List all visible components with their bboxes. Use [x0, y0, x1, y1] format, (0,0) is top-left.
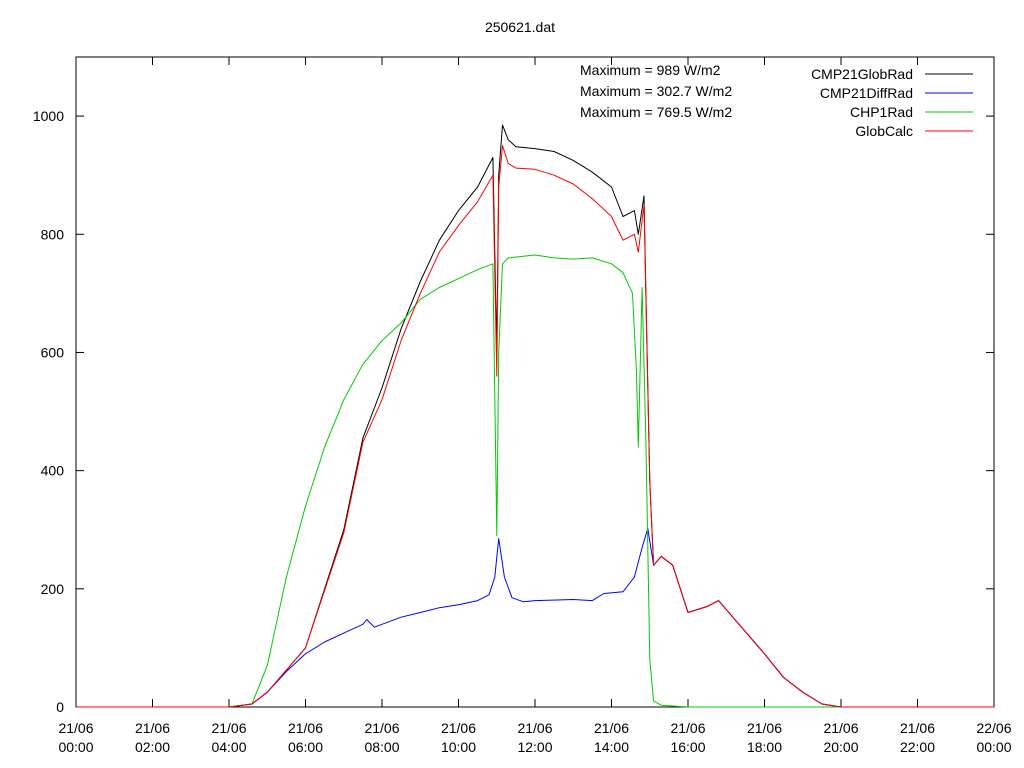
x-tick-date-label: 21/06: [594, 720, 629, 736]
legend-label: CMP21DiffRad: [820, 85, 913, 101]
x-tick-time-label: 12:00: [517, 739, 552, 755]
y-tick-label: 0: [56, 699, 64, 715]
legend-label: GlobCalc: [855, 123, 913, 139]
x-tick-time-label: 16:00: [670, 739, 705, 755]
x-tick-date-label: 21/06: [747, 720, 782, 736]
x-tick-time-label: 00:00: [976, 739, 1011, 755]
x-tick-date-label: 21/06: [58, 720, 93, 736]
legend: CMP21GlobRad CMP21DiffRad CHP1Rad GlobCalc: [811, 66, 973, 139]
chart-title: 250621.dat: [485, 19, 555, 35]
x-tick-time-label: 22:00: [900, 739, 935, 755]
x-tick-time-label: 20:00: [823, 739, 858, 755]
x-tick-date-label: 21/06: [441, 720, 476, 736]
series-line-CMP21GlobRad: [76, 124, 994, 708]
x-tick-date-label: 21/06: [288, 720, 323, 736]
max-annotation: Maximum = 302.7 W/m2: [580, 83, 732, 99]
x-tick-time-label: 02:00: [135, 739, 170, 755]
max-annotation: Maximum = 989 W/m2: [580, 62, 721, 78]
series-line-GlobCalc: [76, 145, 994, 708]
x-tick-time-label: 18:00: [747, 739, 782, 755]
max-annotations: Maximum = 989 W/m2 Maximum = 302.7 W/m2 Ma…: [580, 62, 732, 120]
y-tick-label: 600: [41, 344, 65, 360]
series-line-CHP1Rad: [76, 254, 994, 708]
x-tick-date-label: 21/06: [823, 720, 858, 736]
x-tick-time-label: 04:00: [211, 739, 246, 755]
series-layer: [76, 124, 994, 708]
x-tick-time-label: 10:00: [441, 739, 476, 755]
x-tick-time-label: 08:00: [364, 739, 399, 755]
x-tick-date-label: 21/06: [900, 720, 935, 736]
y-tick-label: 200: [41, 581, 65, 597]
y-tick-label: 800: [41, 226, 65, 242]
x-tick-date-label: 21/06: [211, 720, 246, 736]
x-tick-date-label: 22/06: [976, 720, 1011, 736]
plot-frame: [75, 56, 995, 708]
x-tick-date-label: 21/06: [364, 720, 399, 736]
x-tick-time-label: 14:00: [594, 739, 629, 755]
max-annotation: Maximum = 769.5 W/m2: [580, 104, 732, 120]
x-tick-time-label: 06:00: [288, 739, 323, 755]
legend-label: CHP1Rad: [850, 104, 913, 120]
legend-label: CMP21GlobRad: [811, 66, 913, 82]
series-line-CMP21DiffRad: [76, 528, 994, 708]
x-tick-date-label: 21/06: [135, 720, 170, 736]
axis-ticks: 0 200 400 600 800 1000 21/06 00:00 21/06 02:00 21/…: [33, 57, 1012, 755]
y-tick-label: 1000: [33, 108, 64, 124]
x-tick-date-label: 21/06: [670, 720, 705, 736]
x-tick-time-label: 00:00: [58, 739, 93, 755]
y-tick-label: 400: [41, 463, 65, 479]
x-tick-date-label: 21/06: [517, 720, 552, 736]
